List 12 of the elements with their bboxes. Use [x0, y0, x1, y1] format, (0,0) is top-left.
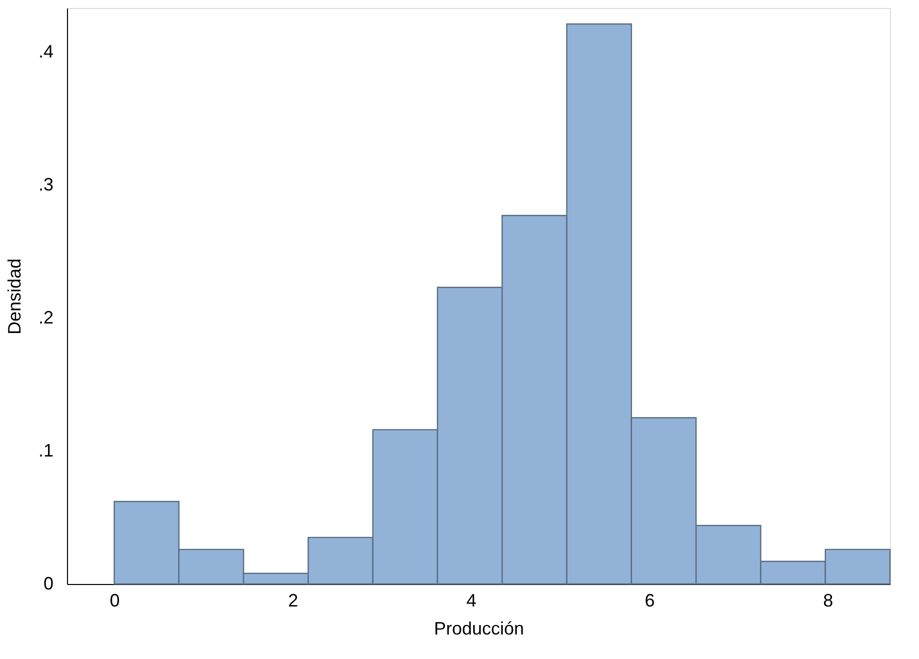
x-tick-label: 8	[823, 590, 834, 610]
y-tick-label: .3	[38, 174, 54, 194]
y-axis-title: Densidad	[4, 258, 24, 335]
x-tick-label: 0	[110, 590, 120, 610]
x-tick-label: 4	[466, 590, 476, 610]
x-axis-title: Producción	[434, 618, 524, 638]
y-tick-label: .4	[38, 41, 54, 62]
x-tick-label: 2	[288, 590, 298, 610]
x-tick-label: 6	[644, 590, 655, 610]
y-tick-label: .1	[38, 440, 54, 460]
y-tick-label: .2	[38, 307, 54, 328]
y-tick-label: 0	[43, 574, 54, 594]
